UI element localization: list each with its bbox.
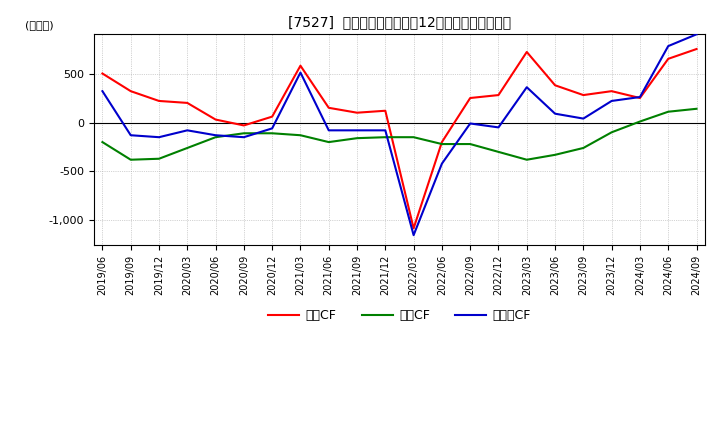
投資CF [381, 135, 390, 140]
営業CF [296, 63, 305, 68]
フリーCF [211, 132, 220, 138]
Y-axis label: (百万円): (百万円) [24, 20, 53, 30]
投資CF [155, 156, 163, 161]
投資CF [636, 119, 644, 124]
営業CF [381, 108, 390, 114]
投資CF [579, 145, 588, 150]
営業CF [240, 123, 248, 128]
営業CF [438, 139, 446, 145]
投資CF [268, 131, 276, 136]
フリーCF [183, 128, 192, 133]
フリーCF [98, 88, 107, 94]
Line: 営業CF: 営業CF [102, 49, 696, 228]
Line: フリーCF: フリーCF [102, 34, 696, 235]
フリーCF [127, 132, 135, 138]
フリーCF [155, 135, 163, 140]
投資CF [127, 157, 135, 162]
フリーCF [608, 98, 616, 103]
投資CF [353, 136, 361, 141]
投資CF [608, 130, 616, 135]
フリーCF [325, 128, 333, 133]
投資CF [211, 135, 220, 140]
投資CF [551, 152, 559, 158]
営業CF [353, 110, 361, 115]
投資CF [183, 145, 192, 150]
営業CF [664, 56, 672, 62]
フリーCF [636, 95, 644, 100]
営業CF [211, 117, 220, 122]
フリーCF [664, 44, 672, 49]
Title: [7527]  キャッシュフローの12か月移動合計の推移: [7527] キャッシュフローの12か月移動合計の推移 [288, 15, 511, 29]
営業CF [409, 226, 418, 231]
営業CF [692, 46, 701, 51]
投資CF [692, 106, 701, 111]
投資CF [98, 139, 107, 145]
営業CF [155, 98, 163, 103]
投資CF [664, 109, 672, 114]
フリーCF [692, 32, 701, 37]
営業CF [268, 114, 276, 119]
Legend: 営業CF, 投資CF, フリーCF: 営業CF, 投資CF, フリーCF [263, 304, 536, 327]
営業CF [466, 95, 474, 101]
営業CF [98, 71, 107, 76]
投資CF [438, 141, 446, 147]
投資CF [240, 131, 248, 136]
営業CF [579, 92, 588, 98]
営業CF [551, 83, 559, 88]
営業CF [325, 105, 333, 110]
投資CF [466, 141, 474, 147]
投資CF [325, 139, 333, 145]
フリーCF [438, 161, 446, 166]
フリーCF [579, 116, 588, 121]
フリーCF [296, 70, 305, 75]
フリーCF [523, 84, 531, 90]
Line: 投資CF: 投資CF [102, 109, 696, 160]
投資CF [494, 149, 503, 154]
フリーCF [381, 128, 390, 133]
フリーCF [551, 111, 559, 116]
フリーCF [268, 126, 276, 131]
フリーCF [353, 128, 361, 133]
投資CF [523, 157, 531, 162]
フリーCF [466, 121, 474, 126]
営業CF [523, 49, 531, 55]
営業CF [608, 88, 616, 94]
営業CF [127, 88, 135, 94]
投資CF [296, 132, 305, 138]
営業CF [494, 92, 503, 98]
フリーCF [494, 125, 503, 130]
フリーCF [240, 135, 248, 140]
営業CF [183, 100, 192, 106]
投資CF [409, 135, 418, 140]
フリーCF [409, 232, 418, 238]
営業CF [636, 95, 644, 101]
